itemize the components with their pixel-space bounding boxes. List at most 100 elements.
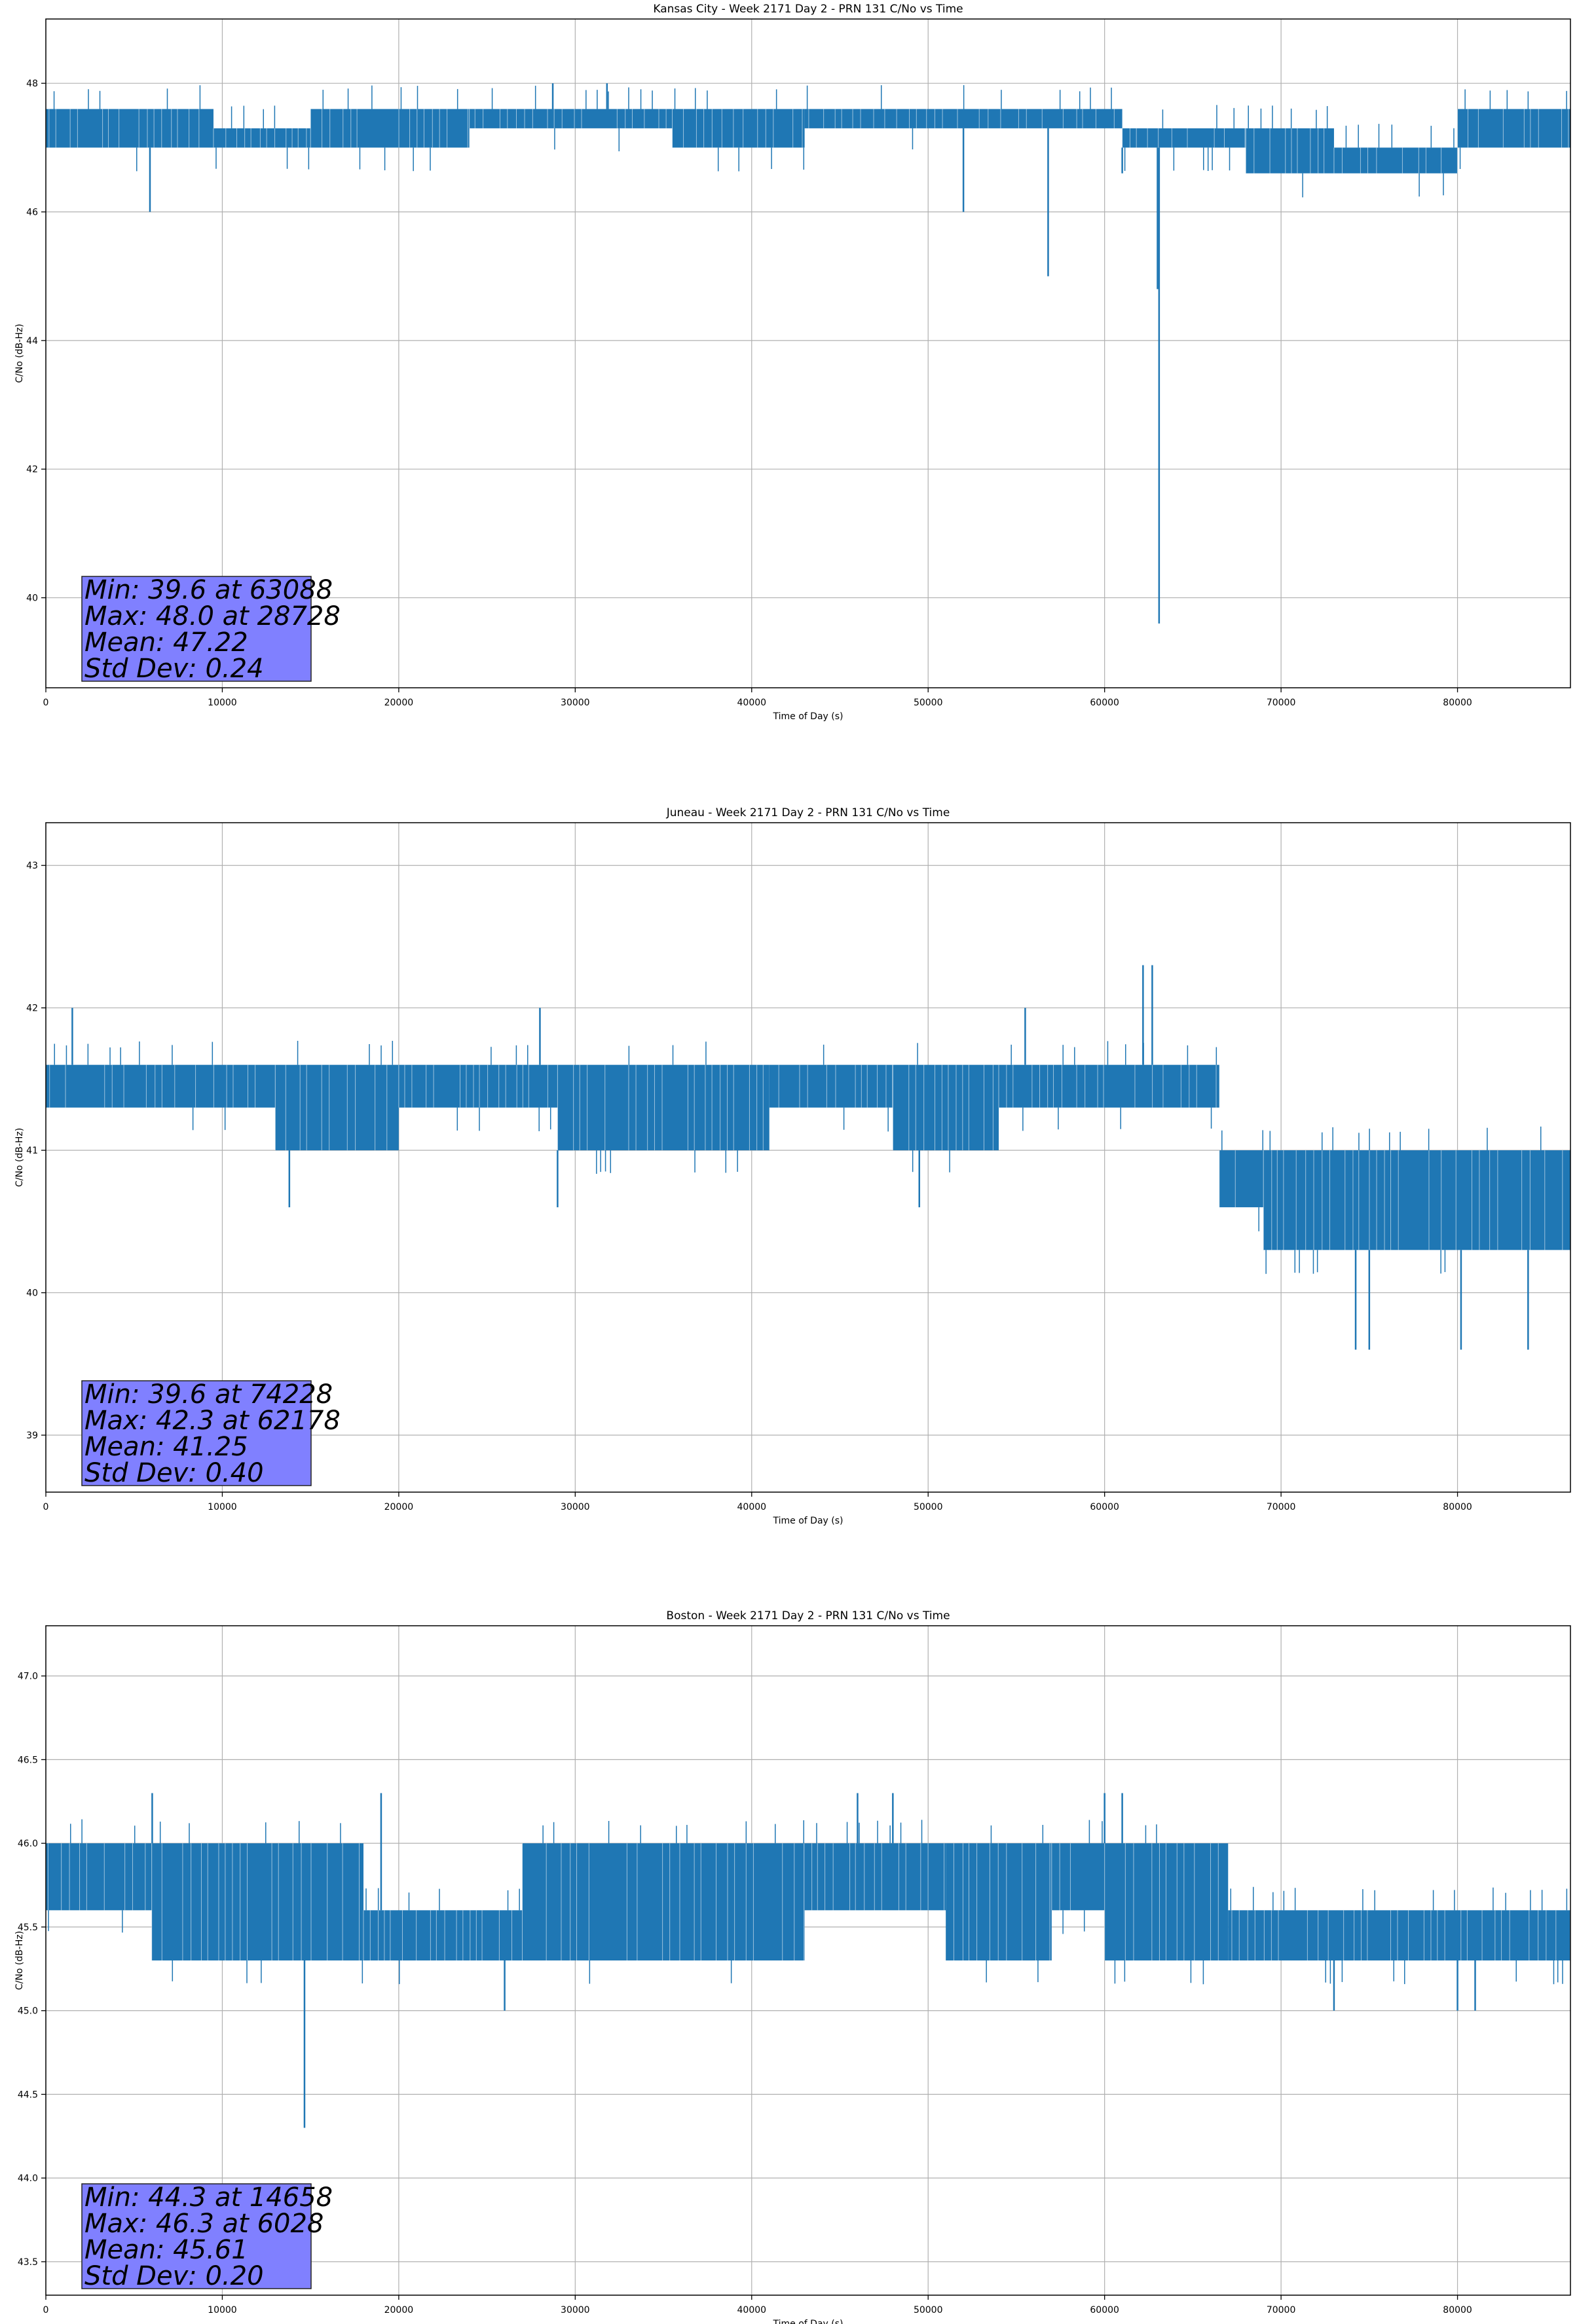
y-tick-label: 44.0 bbox=[18, 2173, 38, 2184]
x-tick-label: 70000 bbox=[1267, 1502, 1296, 1512]
chart-title: Boston - Week 2171 Day 2 - PRN 131 C/No … bbox=[666, 1609, 950, 1622]
data-band bbox=[1333, 147, 1458, 174]
x-tick-label: 50000 bbox=[914, 1502, 943, 1512]
data-band bbox=[1051, 1843, 1105, 1911]
data-band bbox=[310, 109, 470, 148]
series bbox=[46, 83, 1570, 624]
y-tick-label: 42 bbox=[26, 464, 38, 475]
x-tick-label: 50000 bbox=[914, 2305, 943, 2315]
stats-box bbox=[81, 2183, 312, 2289]
x-tick-label: 10000 bbox=[208, 698, 237, 708]
y-tick-label: 44 bbox=[26, 336, 38, 347]
stats-max: Max: 48.0 at 28728 bbox=[84, 601, 341, 631]
y-tick-label: 47.0 bbox=[18, 1672, 38, 1682]
chart-title: Juneau - Week 2171 Day 2 - PRN 131 C/No … bbox=[666, 806, 950, 819]
data-band bbox=[1263, 1150, 1570, 1250]
stats-box bbox=[81, 1380, 312, 1486]
data-band bbox=[804, 109, 1122, 128]
y-tick-label: 43.5 bbox=[18, 2257, 38, 2268]
y-tick-label: 48 bbox=[26, 79, 38, 89]
x-tick-label: 10000 bbox=[208, 1502, 237, 1512]
data-band bbox=[672, 109, 805, 148]
data-band bbox=[469, 109, 673, 128]
data-band bbox=[1228, 1910, 1570, 1960]
y-tick-label: 46 bbox=[26, 208, 38, 218]
stats-max: Max: 42.3 at 62178 bbox=[84, 1406, 341, 1436]
chart-panel: 0 10000 20000 30000 40000 50000 60000 70000 8000… bbox=[14, 3, 1571, 722]
axes-frame bbox=[45, 18, 1571, 688]
data-band bbox=[151, 1843, 363, 1960]
stats-min: Min: 44.3 at 14658 bbox=[84, 2183, 333, 2213]
x-tick-label: 0 bbox=[43, 698, 49, 708]
stats-min: Min: 39.6 at 63088 bbox=[84, 575, 333, 605]
stats-min: Min: 39.6 at 74228 bbox=[84, 1379, 333, 1410]
y-axis-label: C/No (dB-Hz) bbox=[14, 1128, 25, 1187]
y-tick-label: 44.5 bbox=[18, 2090, 38, 2100]
y-tick-label: 46.0 bbox=[18, 1839, 38, 1849]
y-tick-label: 45.0 bbox=[18, 2006, 38, 2017]
data-band bbox=[46, 109, 213, 148]
x-tick-label: 20000 bbox=[384, 2305, 414, 2315]
data-band bbox=[46, 1064, 276, 1108]
axes-frame bbox=[45, 822, 1571, 1493]
x-tick-label: 60000 bbox=[1090, 2305, 1119, 2315]
data-band bbox=[557, 1064, 770, 1151]
x-tick-label: 30000 bbox=[561, 2305, 590, 2315]
y-tick-label: 46.5 bbox=[18, 1755, 38, 1765]
y-axis-label: C/No (dB-Hz) bbox=[14, 1931, 25, 1990]
data-band bbox=[1246, 128, 1334, 174]
x-tick-label: 60000 bbox=[1090, 1502, 1119, 1512]
x-tick-label: 80000 bbox=[1443, 698, 1472, 708]
x-tick-label: 0 bbox=[43, 1502, 49, 1512]
series bbox=[46, 1793, 1571, 2128]
data-band bbox=[522, 1843, 805, 1960]
y-axis-label: C/No (dB-Hz) bbox=[14, 324, 25, 383]
x-axis-label: Time of Day (s) bbox=[773, 1516, 844, 1526]
axes-frame bbox=[45, 1625, 1571, 2296]
chart-panel: 0 10000 20000 30000 40000 50000 60000 70000 8000… bbox=[14, 1609, 1571, 2324]
data-band bbox=[804, 1843, 946, 1911]
stats-mean: Mean: 41.25 bbox=[84, 1432, 248, 1462]
x-tick-label: 80000 bbox=[1443, 1502, 1472, 1512]
data-band bbox=[946, 1843, 1052, 1960]
x-tick-label: 20000 bbox=[384, 1502, 414, 1512]
data-band bbox=[275, 1064, 399, 1151]
stats-max: Max: 46.3 at 6028 bbox=[84, 2209, 324, 2239]
x-axis-label: Time of Day (s) bbox=[773, 711, 844, 722]
y-tick-label: 39 bbox=[26, 1431, 38, 1441]
data-band bbox=[363, 1910, 523, 1960]
x-tick-label: 10000 bbox=[208, 2305, 237, 2315]
x-tick-label: 80000 bbox=[1443, 2305, 1472, 2315]
x-tick-label: 20000 bbox=[384, 698, 414, 708]
chart-title: Kansas City - Week 2171 Day 2 - PRN 131 … bbox=[653, 3, 963, 16]
y-tick-label: 42 bbox=[26, 1003, 38, 1014]
x-tick-label: 40000 bbox=[737, 698, 767, 708]
stats-box bbox=[81, 576, 312, 682]
x-tick-label: 40000 bbox=[737, 2305, 767, 2315]
x-tick-label: 30000 bbox=[561, 1502, 590, 1512]
data-band bbox=[999, 1064, 1219, 1108]
data-band bbox=[398, 1064, 558, 1108]
stats-std: Std Dev: 0.40 bbox=[84, 1458, 264, 1488]
data-band bbox=[1122, 128, 1246, 148]
data-band bbox=[46, 1843, 152, 1911]
x-tick-label: 60000 bbox=[1090, 698, 1119, 708]
x-tick-label: 70000 bbox=[1267, 698, 1296, 708]
x-tick-label: 70000 bbox=[1267, 2305, 1296, 2315]
y-tick-label: 40 bbox=[26, 593, 38, 604]
x-tick-label: 50000 bbox=[914, 698, 943, 708]
stats-mean: Mean: 45.61 bbox=[84, 2235, 248, 2265]
data-band bbox=[1104, 1843, 1229, 1960]
y-tick-label: 45.5 bbox=[18, 1922, 38, 1933]
chart-panel: 0 10000 20000 30000 40000 50000 60000 70000 8000… bbox=[14, 806, 1571, 1526]
y-tick-label: 41 bbox=[26, 1146, 38, 1156]
stats-mean: Mean: 47.22 bbox=[84, 628, 248, 658]
data-band bbox=[213, 128, 311, 148]
x-tick-label: 0 bbox=[43, 2305, 49, 2315]
x-tick-label: 40000 bbox=[737, 1502, 767, 1512]
stats-std: Std Dev: 0.20 bbox=[84, 2261, 264, 2291]
y-tick-label: 40 bbox=[26, 1288, 38, 1299]
y-tick-label: 43 bbox=[26, 861, 38, 871]
data-band bbox=[769, 1064, 893, 1108]
data-band bbox=[1219, 1150, 1264, 1208]
